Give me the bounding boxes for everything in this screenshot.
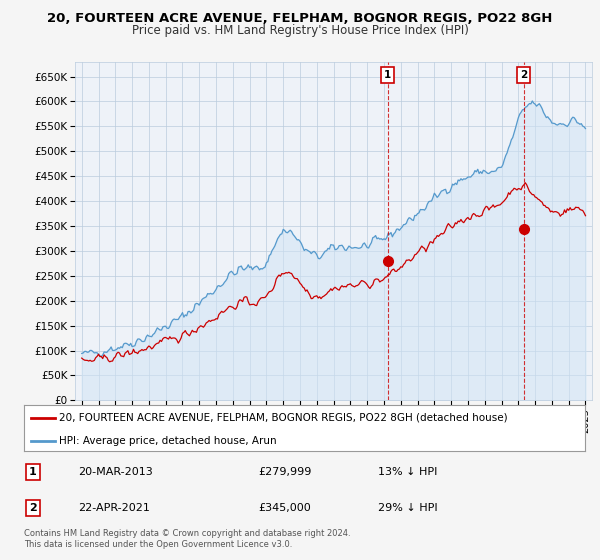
Text: 20, FOURTEEN ACRE AVENUE, FELPHAM, BOGNOR REGIS, PO22 8GH: 20, FOURTEEN ACRE AVENUE, FELPHAM, BOGNO…: [47, 12, 553, 25]
Text: 20-MAR-2013: 20-MAR-2013: [78, 467, 153, 477]
Text: 2: 2: [29, 503, 37, 513]
Text: 29% ↓ HPI: 29% ↓ HPI: [378, 503, 437, 513]
Text: 22-APR-2021: 22-APR-2021: [78, 503, 150, 513]
Text: £345,000: £345,000: [258, 503, 311, 513]
Text: 2: 2: [520, 70, 527, 80]
Text: 20, FOURTEEN ACRE AVENUE, FELPHAM, BOGNOR REGIS, PO22 8GH (detached house): 20, FOURTEEN ACRE AVENUE, FELPHAM, BOGNO…: [59, 413, 508, 423]
Text: 13% ↓ HPI: 13% ↓ HPI: [378, 467, 437, 477]
Text: HPI: Average price, detached house, Arun: HPI: Average price, detached house, Arun: [59, 436, 277, 446]
Text: 1: 1: [384, 70, 391, 80]
Text: Price paid vs. HM Land Registry's House Price Index (HPI): Price paid vs. HM Land Registry's House …: [131, 24, 469, 36]
Text: 1: 1: [29, 467, 37, 477]
Text: Contains HM Land Registry data © Crown copyright and database right 2024.
This d: Contains HM Land Registry data © Crown c…: [24, 529, 350, 549]
Text: £279,999: £279,999: [258, 467, 311, 477]
